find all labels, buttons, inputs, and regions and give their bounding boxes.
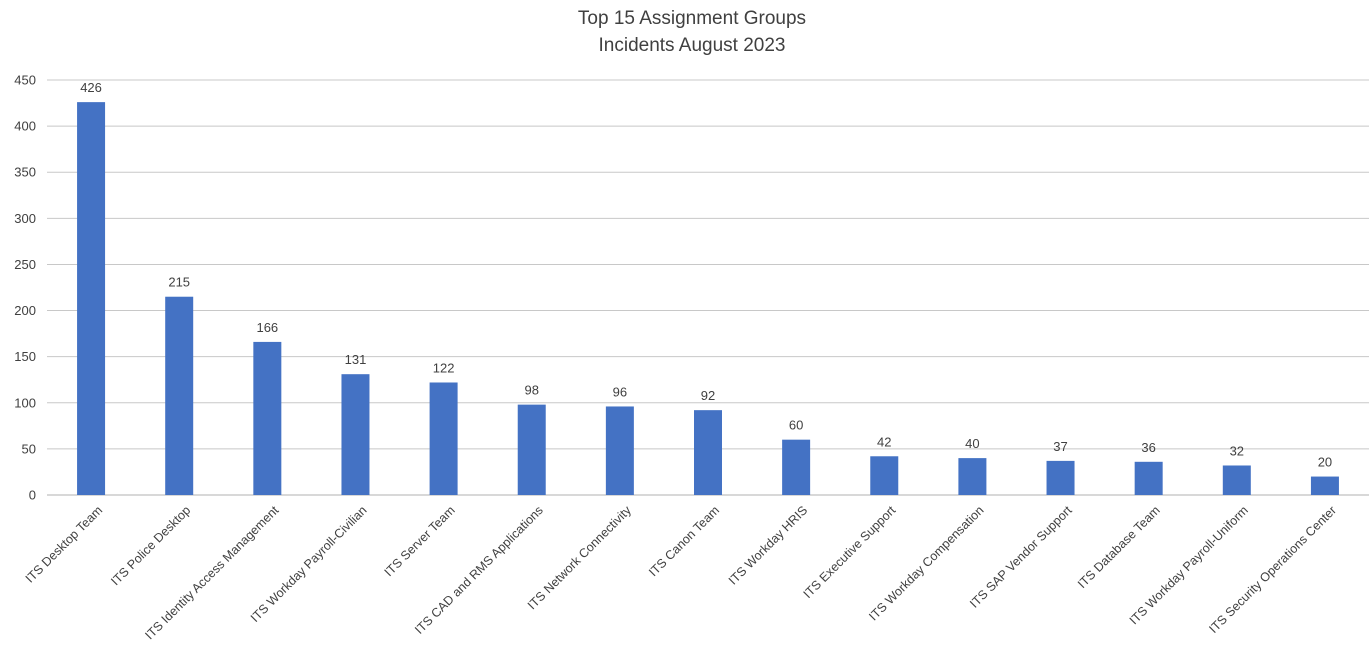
y-tick-label: 250: [14, 257, 36, 272]
data-label: 36: [1141, 440, 1155, 455]
y-tick-label: 0: [29, 488, 36, 503]
y-tick-label: 300: [14, 211, 36, 226]
chart-subtitle: Incidents August 2023: [599, 35, 786, 56]
bar: [517, 404, 546, 495]
data-label: 40: [965, 436, 979, 451]
bar: [341, 374, 370, 495]
x-tick-label: ITS Database Team: [1075, 503, 1163, 591]
bar: [958, 458, 987, 495]
x-tick-label: ITS Canon Team: [646, 503, 722, 579]
data-label: 60: [789, 418, 803, 433]
y-tick-label: 100: [14, 395, 36, 410]
bar: [605, 406, 634, 495]
y-tick-label: 350: [14, 165, 36, 180]
x-tick-label: ITS Network Connectivity: [525, 503, 635, 613]
y-tick-label: 450: [14, 73, 36, 88]
bar: [782, 439, 811, 495]
bar: [253, 341, 282, 495]
x-tick-label: ITS Workday HRIS: [726, 503, 810, 587]
y-tick-label: 50: [22, 441, 36, 456]
x-tick-label: ITS Desktop Team: [23, 503, 105, 585]
bars: [77, 102, 1339, 495]
chart-title: Top 15 Assignment Groups: [578, 8, 806, 29]
data-label: 37: [1053, 439, 1067, 454]
y-tick-label: 150: [14, 349, 36, 364]
bar: [1134, 461, 1163, 495]
data-label: 32: [1230, 443, 1244, 458]
data-label: 96: [613, 384, 627, 399]
data-label: 92: [701, 388, 715, 403]
bar: [429, 382, 458, 495]
data-label: 42: [877, 434, 891, 449]
y-tick-label: 400: [14, 119, 36, 134]
data-label: 426: [80, 80, 102, 95]
x-tick-label: ITS Police Desktop: [108, 503, 193, 588]
bar: [77, 102, 106, 495]
data-label: 131: [345, 352, 367, 367]
y-tick-label: 200: [14, 303, 36, 318]
bar: [694, 410, 722, 495]
bar: [1222, 465, 1251, 495]
data-label: 166: [256, 320, 278, 335]
data-label: 20: [1318, 455, 1332, 470]
bar: [1310, 476, 1339, 495]
data-label: 122: [433, 360, 455, 375]
data-label: 215: [168, 275, 190, 290]
x-tick-label: ITS Server Team: [382, 503, 458, 579]
data-label: 98: [524, 383, 538, 398]
bar: [1046, 460, 1075, 495]
bar: [870, 456, 899, 495]
x-tick-label: ITS Executive Support: [801, 503, 899, 601]
y-axis: 0 50 100 150 200 250 300 350 400 450: [14, 73, 36, 503]
bar: [165, 296, 194, 495]
data-labels: 426 215 166 131 122 98 96 92 60 42 40 37 36 32 20: [80, 80, 1332, 469]
x-tick-label: ITS SAP Vendor Support: [967, 503, 1075, 611]
